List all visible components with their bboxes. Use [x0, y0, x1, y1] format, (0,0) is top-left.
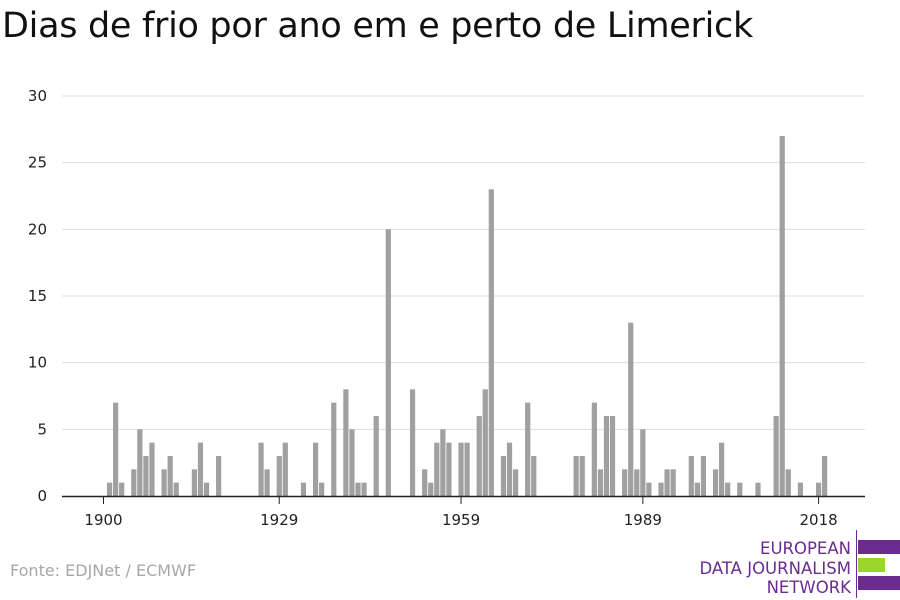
bar-1993	[664, 469, 670, 496]
bar-1911	[167, 456, 173, 496]
bar-2008	[755, 482, 761, 496]
y-tick-label: 5	[37, 420, 47, 438]
x-axis: 1900 1929 1959 1989 2018	[62, 495, 865, 529]
x-tick-label: 1989	[624, 511, 662, 529]
bar-1994	[670, 469, 676, 496]
bar-1915	[191, 469, 197, 496]
bar-1981	[591, 402, 597, 496]
bar-1908	[149, 442, 155, 496]
bar-1919	[216, 456, 222, 496]
bar-1982	[597, 469, 604, 496]
bar-1979	[579, 456, 585, 496]
bar-1954	[428, 482, 434, 496]
bar-1978	[573, 456, 579, 496]
bar-1951	[409, 389, 416, 496]
logo-bar-middle	[858, 558, 885, 572]
y-tick-label: 20	[28, 220, 47, 238]
bar-1964	[488, 189, 494, 496]
bar-1943	[361, 482, 367, 496]
bar-1936	[319, 482, 325, 496]
bar-2013	[785, 469, 791, 496]
bar-1947	[385, 229, 391, 496]
bar-1917	[203, 482, 210, 496]
bar-2003	[725, 482, 731, 496]
bar-1984	[609, 416, 616, 496]
bar-2005	[737, 482, 743, 496]
bar-1960	[464, 442, 470, 496]
bar-1997	[688, 456, 694, 496]
x-tick-label: 1959	[442, 511, 480, 529]
bar-2019	[822, 456, 828, 496]
logo-line-1: EUROPEAN	[760, 539, 851, 558]
bar-1962	[476, 416, 482, 496]
y-tick-label: 15	[28, 287, 47, 305]
logo-line-2: DATA JOURNALISM	[699, 558, 851, 578]
bar-1907	[143, 456, 149, 496]
bar-1955	[434, 442, 440, 496]
bar-1971	[531, 456, 537, 496]
y-tick-label: 0	[37, 487, 47, 505]
x-tick-label: 2018	[799, 511, 837, 529]
logo-bar-top	[858, 540, 900, 554]
bar-1959	[458, 442, 464, 496]
bar-1956	[440, 429, 446, 496]
bar-1970	[525, 402, 531, 496]
bar-1988	[634, 469, 640, 496]
bar-1901	[106, 482, 113, 496]
bar-1953	[422, 469, 428, 496]
bar-1989	[640, 429, 646, 496]
bar-1941	[349, 429, 355, 496]
x-tick-label: 1929	[260, 511, 298, 529]
bar-1916	[197, 442, 204, 496]
bar-1912	[173, 482, 179, 496]
logo-bar-bottom	[858, 576, 900, 590]
bar-1929	[276, 456, 282, 496]
bar-1963	[482, 389, 488, 496]
bar-1990	[646, 482, 652, 496]
bar-2015	[797, 482, 803, 496]
bar-1926	[258, 442, 264, 496]
bar-1983	[603, 416, 610, 496]
y-axis-labels: 0 5 10 15 20 25 30	[28, 87, 47, 505]
bar-1998	[694, 482, 700, 496]
bar-1966	[500, 456, 507, 496]
bar-1940	[343, 389, 349, 496]
y-tick-label: 30	[28, 87, 47, 105]
bar-1935	[313, 442, 319, 496]
y-tick-label: 25	[28, 154, 47, 172]
bars	[106, 136, 828, 496]
bar-1968	[512, 469, 519, 496]
bar-1910	[161, 469, 167, 496]
logo-divider	[856, 530, 857, 598]
bar-1986	[622, 469, 628, 496]
bar-1906	[137, 429, 143, 496]
x-tick-label: 1900	[84, 511, 122, 529]
source-credit: Fonte: EDJNet / ECMWF	[10, 561, 197, 580]
bar-1938	[331, 402, 337, 496]
bar-1945	[373, 416, 379, 496]
bar-1987	[628, 322, 634, 496]
gridlines	[62, 95, 865, 430]
bar-2018	[815, 482, 822, 496]
bar-1933	[300, 482, 307, 496]
bar-2001	[712, 469, 719, 496]
bar-1999	[700, 456, 707, 496]
edjnet-logo-text: EUROPEAN DATA JOURNALISM NETWORK	[699, 539, 851, 598]
bar-1957	[446, 442, 452, 496]
y-tick-label: 10	[28, 354, 47, 372]
bar-2002	[719, 442, 725, 496]
bar-1927	[264, 469, 270, 496]
bar-1992	[658, 482, 664, 496]
bar-1967	[506, 442, 513, 496]
bar-2012	[779, 136, 785, 496]
logo-line-3: NETWORK	[766, 578, 851, 597]
bar-1902	[113, 402, 119, 496]
bar-1930	[282, 442, 288, 496]
bar-1942	[355, 482, 361, 496]
bar-2011	[773, 416, 779, 496]
chart-title: Dias de frio por ano em e perto de Limer…	[2, 6, 753, 46]
bar-1903	[119, 482, 125, 496]
bar-1905	[131, 469, 137, 496]
